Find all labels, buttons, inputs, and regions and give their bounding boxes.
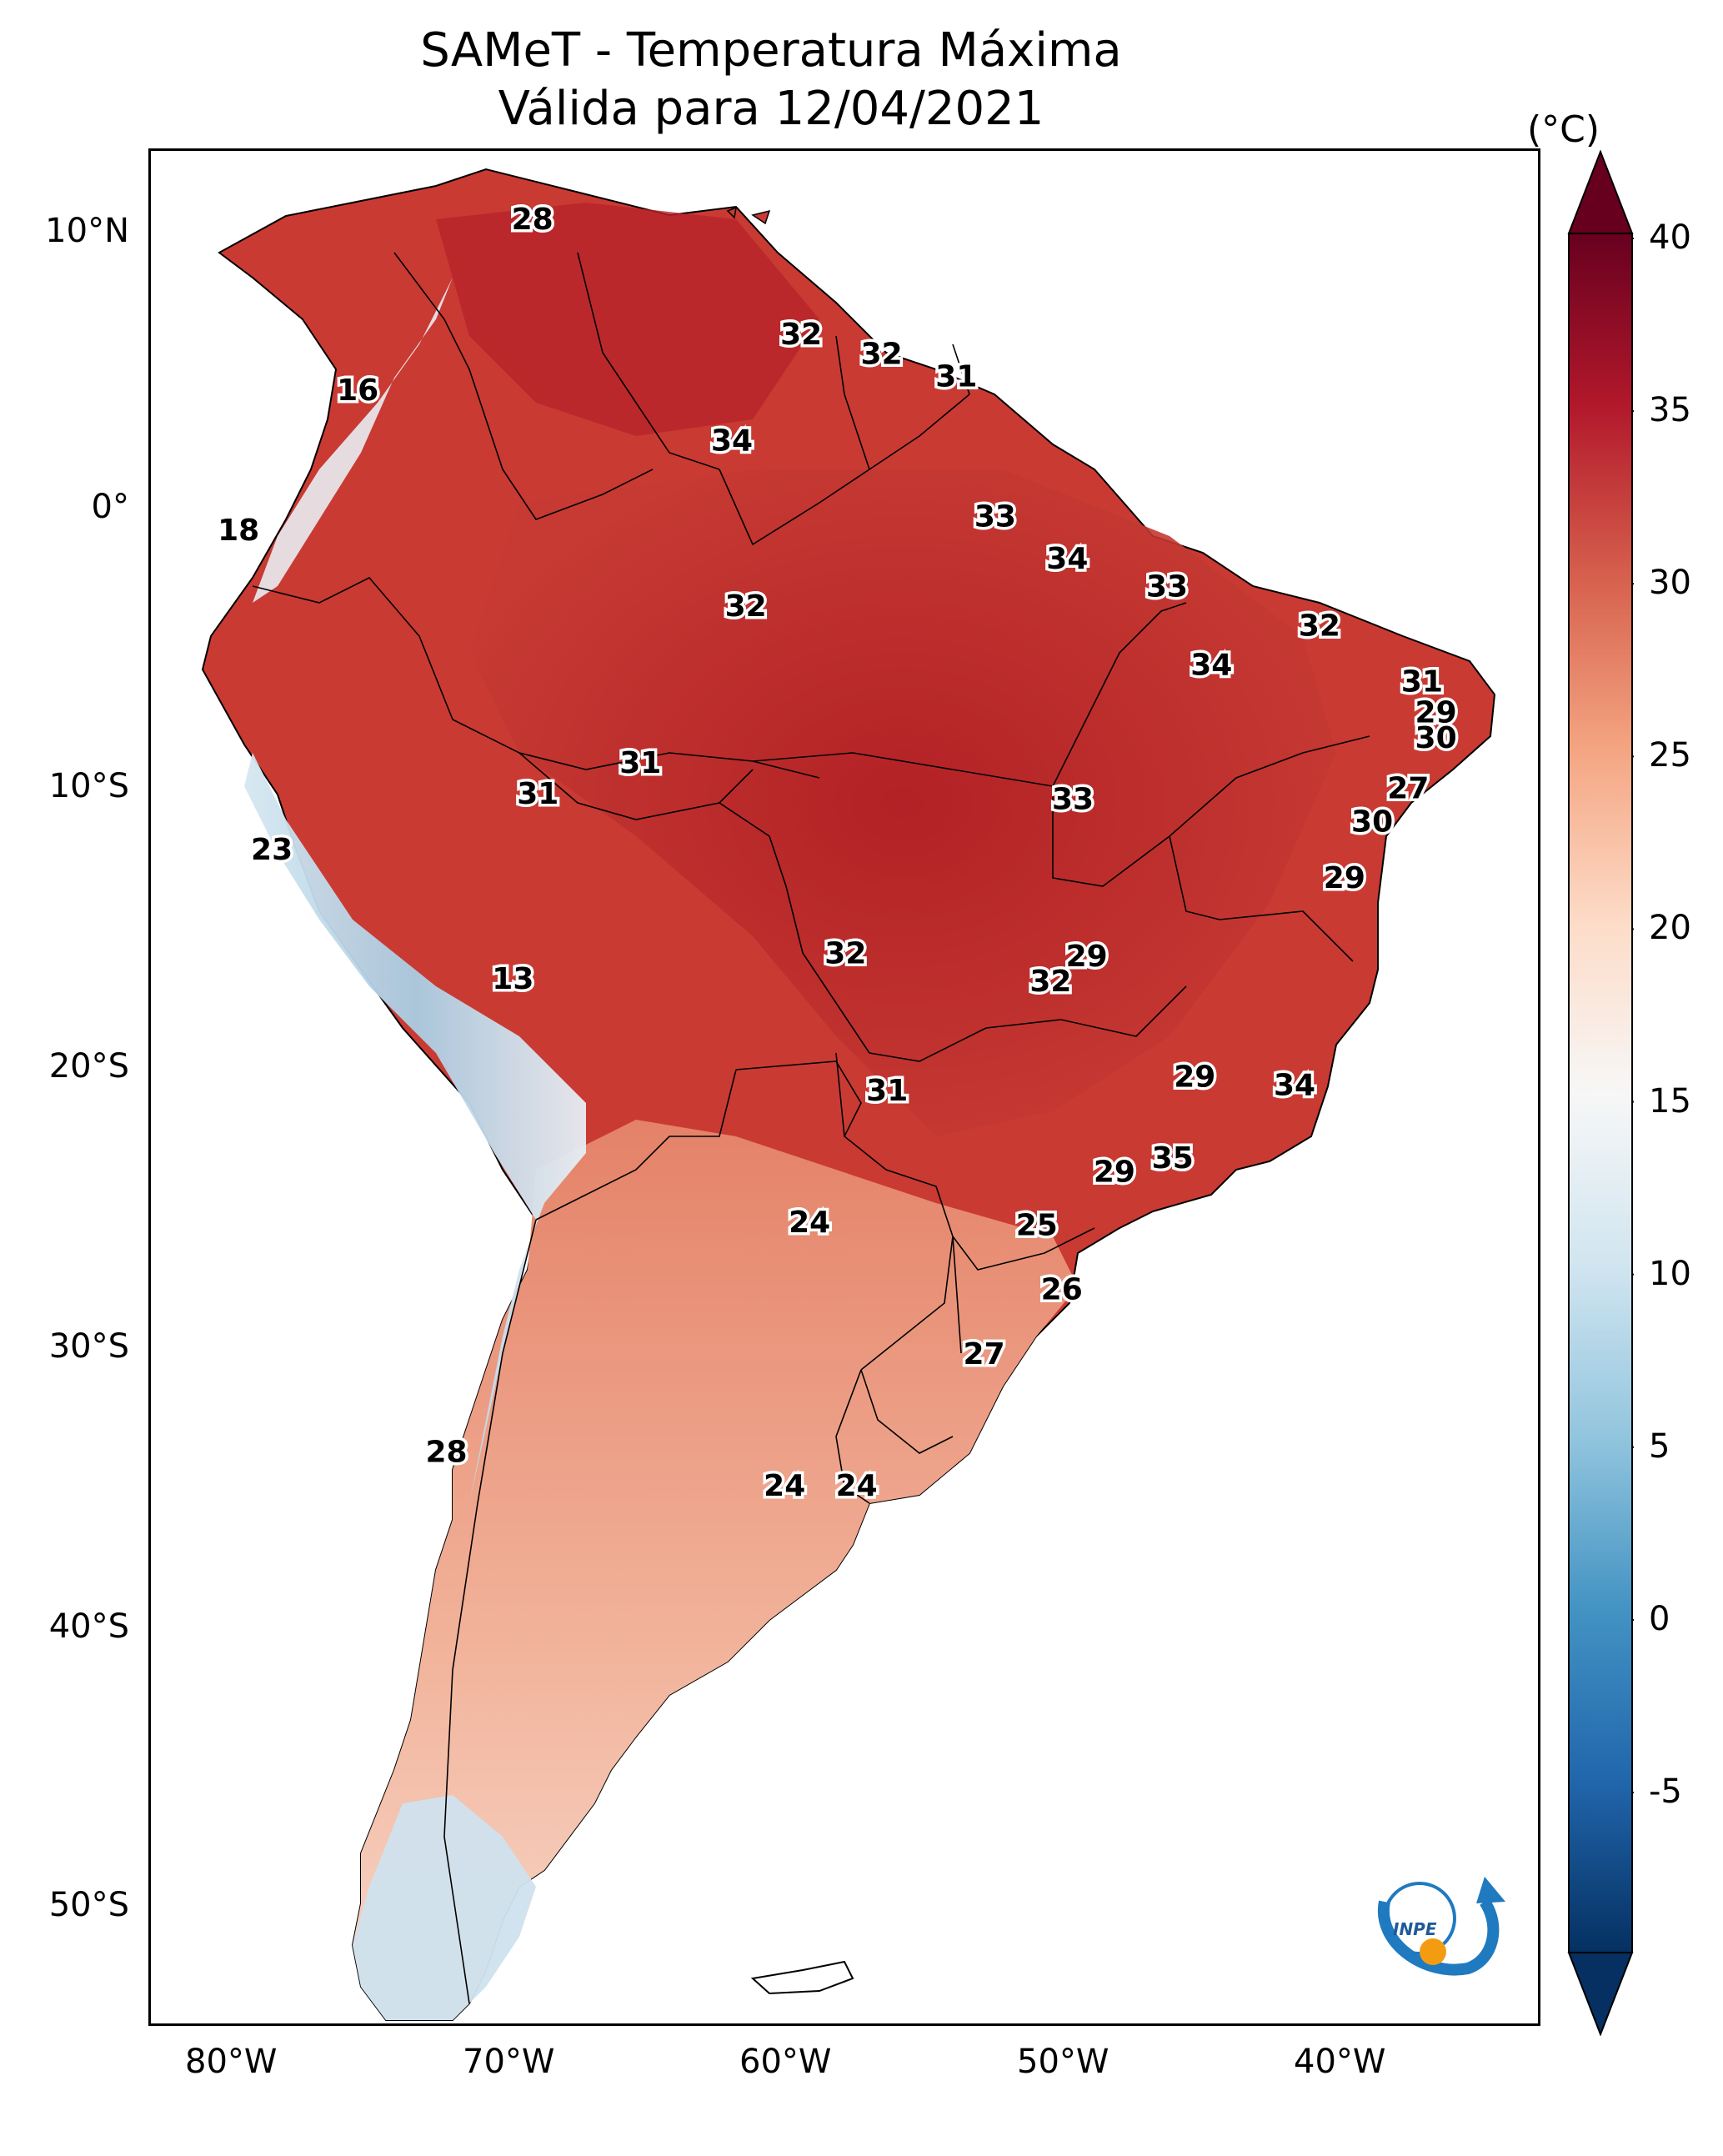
southern-cone-region: [353, 1120, 1078, 2020]
northern-andes-band: [253, 278, 453, 603]
colorbar-min-arrow: [1567, 1952, 1634, 2036]
amazon-hot-region: [469, 469, 1336, 1136]
map-value-label: 32: [861, 337, 903, 371]
map-value-label: 30: [1415, 721, 1457, 755]
map-value-label: 28: [512, 203, 553, 237]
map-value-label: 31: [619, 746, 661, 780]
map-value-label: 18: [218, 514, 259, 548]
map-value-label: 29: [1415, 696, 1457, 730]
map-value-label: 24: [764, 1469, 805, 1503]
map-value-label: 31: [935, 359, 977, 394]
caribbean-islands: [726, 206, 771, 225]
lon-label: 80°W: [185, 2043, 278, 2081]
lat-label: 0°: [91, 488, 129, 526]
inpe-logo-text: INPE: [1393, 1919, 1437, 1939]
map-value-label: 31: [866, 1074, 908, 1108]
map-value-label: 28: [425, 1436, 467, 1470]
colorbar-tick-label: 10: [1649, 1254, 1691, 1293]
map-value-label: 32: [824, 937, 866, 971]
map-value-label: 29: [1324, 861, 1365, 895]
lon-label: 40°W: [1294, 2043, 1386, 2081]
map-value-label: 24: [789, 1206, 830, 1240]
country-borders: [252, 252, 1370, 2004]
map-value-label: 34: [1274, 1068, 1315, 1102]
colorbar: [1567, 150, 1634, 2036]
map-value-label: 29: [1094, 1156, 1135, 1190]
lat-label: 50°S: [48, 1886, 129, 1924]
lat-label: 30°S: [48, 1327, 129, 1366]
lon-label: 60°W: [739, 2043, 832, 2081]
map-frame: 28 32 32 31 16 34 33 18 34 33 32 32 34 31 29 30 31 27 31 33…: [148, 148, 1540, 2026]
colorbar-tick-label: 40: [1649, 218, 1691, 257]
north-hot-region: [436, 203, 819, 436]
colorbar-gradient: [1568, 233, 1633, 1953]
map-value-label: 24: [836, 1469, 878, 1503]
map-value-label: 32: [1299, 609, 1340, 643]
lat-label: 20°S: [48, 1047, 129, 1086]
map-value-label: 33: [974, 499, 1016, 534]
colorbar-tick-label: 35: [1649, 391, 1691, 430]
map-value-label: 33: [1052, 783, 1094, 817]
map-value-label: 35: [1152, 1141, 1194, 1176]
map-value-label: 23: [251, 833, 293, 867]
patagonia-cold-region: [353, 1795, 536, 2020]
map-value-label: 33: [1146, 569, 1188, 604]
inpe-logo: INPE: [1377, 1877, 1505, 1976]
map-value-label: 32: [780, 318, 822, 352]
colorbar-tick-label: 5: [1649, 1426, 1670, 1466]
colorbar-tick-label: 0: [1649, 1599, 1670, 1638]
map-value-label: 34: [1190, 648, 1232, 682]
map-value-label: 26: [1041, 1273, 1083, 1307]
lon-label: 70°W: [463, 2043, 555, 2081]
map-value-label: 30: [1351, 805, 1393, 840]
map-value-label: 31: [1401, 665, 1443, 699]
colorbar-tick-label: -5: [1649, 1772, 1682, 1811]
falkland-islands: [750, 1960, 854, 1995]
colorbar-tick-label: 15: [1649, 1081, 1691, 1121]
map-value-label: 16: [337, 374, 378, 408]
map-value-label: 29: [1066, 940, 1108, 974]
andes-cold-band: [244, 753, 586, 1503]
map-value-label: 32: [1029, 965, 1071, 999]
colorbar-unit: (°C): [1527, 108, 1600, 151]
lat-label: 10°S: [48, 767, 129, 805]
map-value-label: 32: [725, 589, 767, 624]
map-subtitle: Válida para 12/04/2021: [498, 82, 1044, 136]
lat-label: 40°S: [48, 1607, 129, 1646]
map-value-label: 34: [711, 424, 753, 459]
lat-label: 10°N: [45, 212, 129, 250]
map-value-label: 25: [1016, 1208, 1058, 1242]
colorbar-max-arrow: [1567, 150, 1634, 234]
colorbar-tick-label: 20: [1649, 909, 1691, 948]
map-value-label: 27: [1387, 771, 1429, 805]
map-value-label: 13: [492, 962, 533, 996]
lon-label: 50°W: [1017, 2043, 1109, 2081]
map-value-label: 27: [964, 1337, 1005, 1371]
colorbar-tick-label: 30: [1649, 564, 1691, 603]
colorbar-tick-label: 25: [1649, 736, 1691, 775]
map-title: SAMeT - Temperatura Máxima: [420, 23, 1122, 78]
map-value-label: 34: [1046, 542, 1088, 576]
map-value-label: 29: [1174, 1060, 1215, 1094]
map-value-label: 31: [517, 777, 558, 811]
